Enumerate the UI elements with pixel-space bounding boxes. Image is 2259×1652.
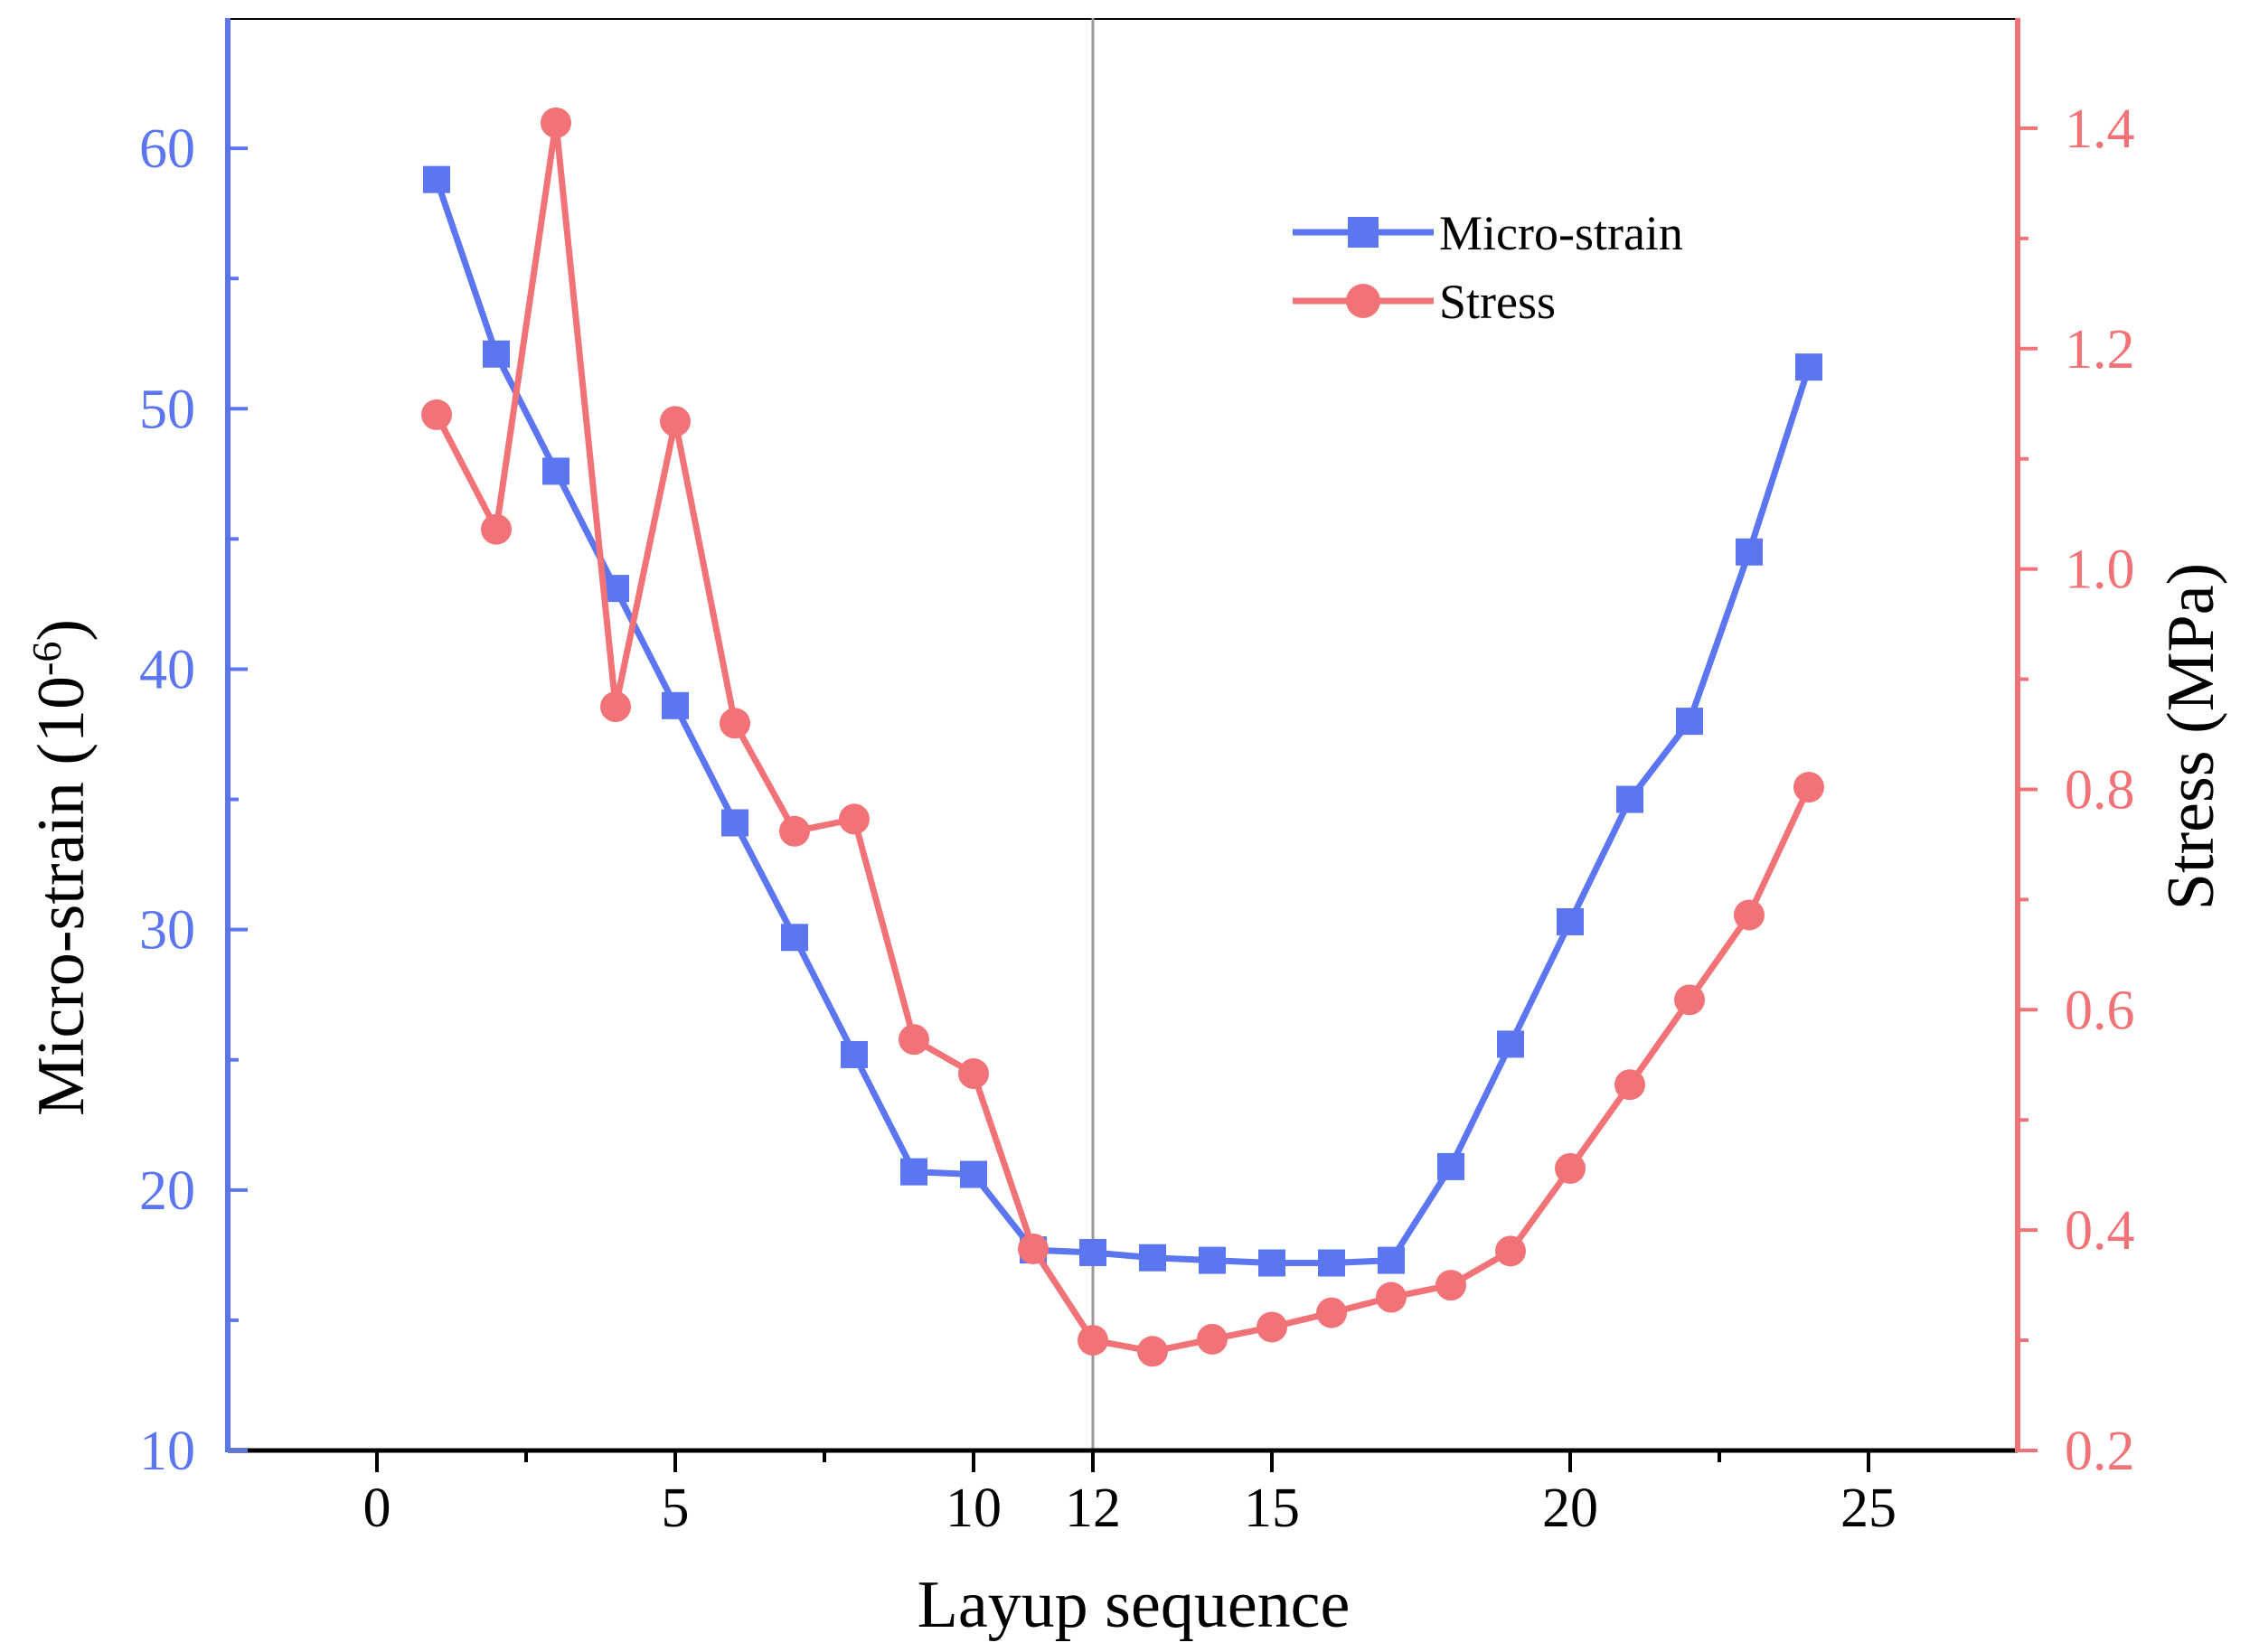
axes: 0 5 10 12 15 20 25 10 20 30 40 50 60 0.2 0.4 0.6 0.8 1.0 1… xyxy=(139,18,2135,1539)
y-left-tick-label: 50 xyxy=(139,379,195,440)
micro-strain-point xyxy=(483,340,510,368)
y-left-tick-label: 40 xyxy=(139,639,195,700)
micro-strain-point xyxy=(1437,1152,1464,1180)
legend-stress-marker xyxy=(1346,284,1380,318)
micro-strain-point xyxy=(1378,1246,1405,1274)
stress-point xyxy=(899,1024,929,1056)
micro-strain-point xyxy=(1616,785,1643,813)
micro-strain-point xyxy=(1676,708,1703,736)
series-layer xyxy=(421,107,1824,1367)
y-right-tick-label: 1.2 xyxy=(2065,319,2135,380)
stress-point xyxy=(1137,1336,1168,1367)
stress-point xyxy=(839,803,870,835)
y-left-axis-title-exp: -6 xyxy=(24,642,70,676)
stress-point xyxy=(1674,984,1705,1016)
micro-strain-point xyxy=(1199,1246,1226,1274)
micro-strain-point xyxy=(1795,353,1822,381)
stress-point xyxy=(720,708,750,739)
micro-strain-line xyxy=(433,178,1812,1267)
micro-strain-point xyxy=(1258,1249,1285,1277)
stress-point xyxy=(541,107,571,138)
stress-point xyxy=(421,399,452,430)
x-tick-label: 20 xyxy=(1542,1478,1598,1539)
stress-point xyxy=(1316,1297,1347,1328)
stress-point xyxy=(1793,772,1824,803)
micro-strain-point xyxy=(423,165,450,193)
micro-strain-point xyxy=(1139,1244,1166,1272)
stress-point xyxy=(1614,1069,1645,1101)
legend-strain-label: Micro-strain xyxy=(1439,206,1683,260)
micro-strain-point xyxy=(721,809,748,837)
stress-line xyxy=(433,119,1812,1355)
y-right-tick-label: 0.4 xyxy=(2065,1200,2135,1262)
stress-point xyxy=(481,513,512,545)
x-axis-title: Layup sequence xyxy=(918,1568,1351,1642)
legend-strain-marker xyxy=(1348,217,1379,248)
y-left-tick-label: 10 xyxy=(139,1421,195,1482)
micro-strain-point xyxy=(1497,1030,1524,1058)
stress-point xyxy=(1495,1235,1526,1267)
y-right-tick-label: 0.8 xyxy=(2065,759,2135,821)
x-tick-label: 25 xyxy=(1840,1478,1897,1539)
legend: Micro-strain Stress xyxy=(1293,206,1683,329)
stress-point xyxy=(958,1058,989,1090)
y-left-tick-label: 60 xyxy=(139,118,195,180)
micro-strain-point xyxy=(542,457,569,485)
micro-strain-point xyxy=(1079,1238,1106,1266)
micro-strain-point xyxy=(781,924,808,952)
y-right-tick-label: 1.4 xyxy=(2065,99,2135,160)
micro-strain-point xyxy=(841,1040,868,1068)
micro-strain-point xyxy=(1557,907,1584,935)
stress-point xyxy=(1555,1152,1586,1184)
y-left-tick-label: 30 xyxy=(139,900,195,962)
stress-point xyxy=(660,406,691,437)
y-right-axis-title: Stress (MPa) xyxy=(2154,563,2228,910)
y-right-tick-label: 0.6 xyxy=(2065,980,2135,1041)
stress-point xyxy=(779,815,810,847)
stress-point xyxy=(1018,1233,1049,1264)
micro-strain-point xyxy=(960,1160,987,1188)
y-left-axis-title-main: Micro-strain (10 xyxy=(24,676,99,1116)
stress-point xyxy=(1376,1281,1407,1313)
stress-point xyxy=(1197,1323,1228,1355)
y-right-tick-label: 1.0 xyxy=(2065,540,2135,601)
stress-point xyxy=(1257,1311,1287,1343)
stress-point xyxy=(1734,899,1765,931)
plot-frame-top xyxy=(228,18,2018,20)
y-left-axis-title-close: ) xyxy=(24,619,99,642)
stress-point xyxy=(1435,1270,1466,1301)
micro-strain-point xyxy=(1318,1249,1345,1277)
y-left-axis-title: Micro-strain (10-6) xyxy=(24,619,99,1116)
stress-point xyxy=(1078,1325,1108,1356)
x-tick-label: 12 xyxy=(1065,1478,1121,1539)
micro-strain-point xyxy=(662,691,689,719)
legend-stress-label: Stress xyxy=(1439,275,1556,329)
micro-strain-point xyxy=(1736,538,1763,566)
x-tick-label: 15 xyxy=(1244,1478,1300,1539)
x-tick-label: 10 xyxy=(946,1478,1002,1539)
y-right-tick-label: 0.2 xyxy=(2065,1421,2135,1482)
micro-strain-point xyxy=(900,1158,927,1186)
y-left-tick-label: 20 xyxy=(139,1160,195,1222)
x-tick-label: 0 xyxy=(363,1478,391,1539)
x-tick-label: 5 xyxy=(662,1478,690,1539)
stress-point xyxy=(600,691,631,723)
